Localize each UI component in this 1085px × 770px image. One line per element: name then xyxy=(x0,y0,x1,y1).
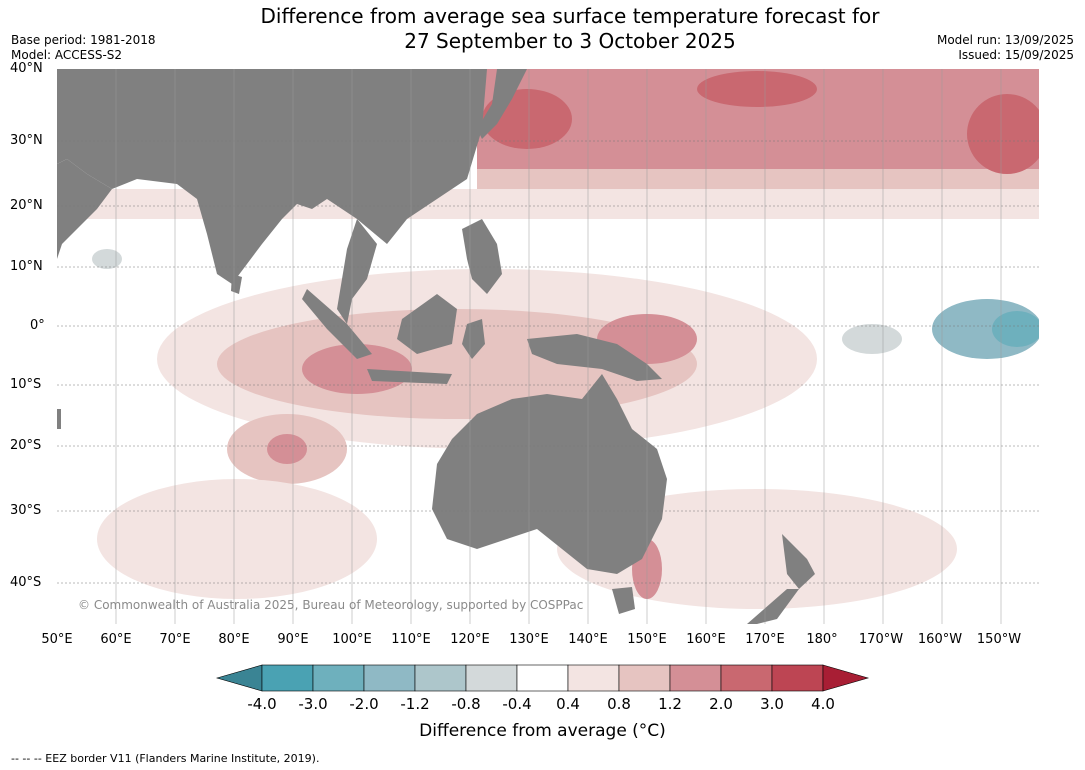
lon-label-80e: 80°E xyxy=(218,632,250,647)
chart-title: Difference from average sea surface temp… xyxy=(0,4,1085,54)
colorbar-tick-label: -2.0 xyxy=(349,695,379,713)
colorbar-segment xyxy=(516,664,569,692)
colorbar-tick-label: -4.0 xyxy=(247,695,277,713)
lon-label-150e: 150°E xyxy=(627,632,667,647)
lon-label-50e: 50°E xyxy=(41,632,73,647)
lon-label-110e: 110°E xyxy=(391,632,431,647)
colorbar-tick-label: 0.8 xyxy=(607,695,631,713)
title-line-2: 27 September to 3 October 2025 xyxy=(404,29,736,53)
base-period: Base period: 1981-2018 xyxy=(11,33,156,47)
lat-label-20n: 20°N xyxy=(10,198,43,213)
colorbar-segment xyxy=(312,664,365,692)
colorbar-segment xyxy=(669,664,722,692)
title-line-1: Difference from average sea surface temp… xyxy=(260,4,880,28)
meta-right: Model run: 13/09/2025 Issued: 15/09/2025 xyxy=(937,33,1074,63)
colorbar-tick-label: 0.4 xyxy=(556,695,580,713)
lon-label-120e: 120°E xyxy=(450,632,490,647)
lon-label-150w: 150°W xyxy=(976,632,1022,647)
borneo-island xyxy=(397,294,457,354)
lon-label-160w: 160°W xyxy=(917,632,963,647)
philippines-islands xyxy=(462,219,502,294)
madagascar-tip xyxy=(57,409,61,429)
australia-landmass xyxy=(432,374,667,574)
southeast-asia-peninsula xyxy=(337,219,377,324)
anomaly-indian-ocean-hot xyxy=(267,434,307,464)
colorbar-tick-label: 4.0 xyxy=(811,695,835,713)
model-run: Model run: 13/09/2025 xyxy=(936,33,1074,47)
copyright-notice: © Commonwealth of Australia 2025, Bureau… xyxy=(78,598,584,612)
anomaly-arabian-sea-cool xyxy=(92,249,122,269)
meridians xyxy=(115,69,1002,624)
issued-date: Issued: 15/09/2025 xyxy=(958,48,1074,62)
colorbar-segment xyxy=(414,664,467,692)
lon-label-60e: 60°E xyxy=(100,632,132,647)
colorbar xyxy=(215,664,870,692)
lon-label-180: 180° xyxy=(806,632,838,647)
colorbar-tick-label: -0.8 xyxy=(451,695,481,713)
colorbar-segment xyxy=(720,664,773,692)
anomaly-nw-pacific-hotspot xyxy=(697,71,817,107)
lon-label-160e: 160°E xyxy=(686,632,726,647)
anomaly-south-indian xyxy=(97,479,377,599)
sumatra-island xyxy=(302,289,372,359)
lon-label-170e: 170°E xyxy=(745,632,785,647)
colorbar-segment xyxy=(261,664,314,692)
japan-islands xyxy=(477,69,527,139)
lat-label-40n: 40°N xyxy=(10,61,43,76)
colorbar-segment xyxy=(567,664,620,692)
colorbar-tick-label: -1.2 xyxy=(400,695,430,713)
colorbar-extend-low xyxy=(215,664,263,692)
sst-anomaly-map xyxy=(57,69,1039,624)
lon-label-100e: 100°E xyxy=(332,632,372,647)
lat-label-30s: 30°S xyxy=(10,503,42,518)
lon-label-170w: 170°W xyxy=(858,632,904,647)
colorbar-tick-label: -0.4 xyxy=(502,695,532,713)
colorbar-segment xyxy=(771,664,824,692)
lat-label-40s: 40°S xyxy=(10,575,42,590)
lat-label-30n: 30°N xyxy=(10,133,43,148)
lat-label-10n: 10°N xyxy=(10,259,43,274)
lon-label-130e: 130°E xyxy=(509,632,549,647)
anomaly-central-pacific-cool xyxy=(842,324,902,354)
arabia-landmass xyxy=(57,159,112,259)
colorbar-tick-label: -3.0 xyxy=(298,695,328,713)
tasmania-island xyxy=(612,587,635,614)
colorbar-tick-label: 2.0 xyxy=(709,695,733,713)
asia-landmass xyxy=(57,69,487,284)
lon-label-70e: 70°E xyxy=(159,632,191,647)
colorbar-title: Difference from average (°C) xyxy=(419,721,666,741)
lat-label-10s: 10°S xyxy=(10,377,42,392)
java-island xyxy=(367,369,452,384)
anomaly-equatorial-pacific-cold xyxy=(992,311,1039,347)
new-zealand-south-island xyxy=(747,589,799,624)
colorbar-extend-high xyxy=(822,664,870,692)
lat-label-20s: 20°S xyxy=(10,438,42,453)
new-guinea-island xyxy=(527,334,662,381)
colorbar-tick-label: 1.2 xyxy=(658,695,682,713)
lon-label-90e: 90°E xyxy=(277,632,309,647)
colorbar-segment xyxy=(618,664,671,692)
anomaly-fields xyxy=(57,69,1039,609)
anomaly-ne-pacific-hotspot xyxy=(967,94,1039,174)
lon-label-140e: 140°E xyxy=(568,632,608,647)
meta-left: Base period: 1981-2018 Model: ACCESS-S2 xyxy=(11,33,156,63)
sulawesi-island xyxy=(462,319,485,359)
model-name: Model: ACCESS-S2 xyxy=(11,48,123,62)
colorbar-segment xyxy=(465,664,518,692)
colorbar-segment xyxy=(363,664,416,692)
lat-label-equator: 0° xyxy=(30,318,45,333)
eez-footer-note: -- -- -- EEZ border V11 (Flanders Marine… xyxy=(11,752,320,765)
new-zealand-north-island xyxy=(782,534,815,589)
colorbar-segments xyxy=(215,664,870,692)
land-masses xyxy=(57,69,815,624)
colorbar-tick-label: 3.0 xyxy=(760,695,784,713)
map-panel xyxy=(57,69,1039,624)
